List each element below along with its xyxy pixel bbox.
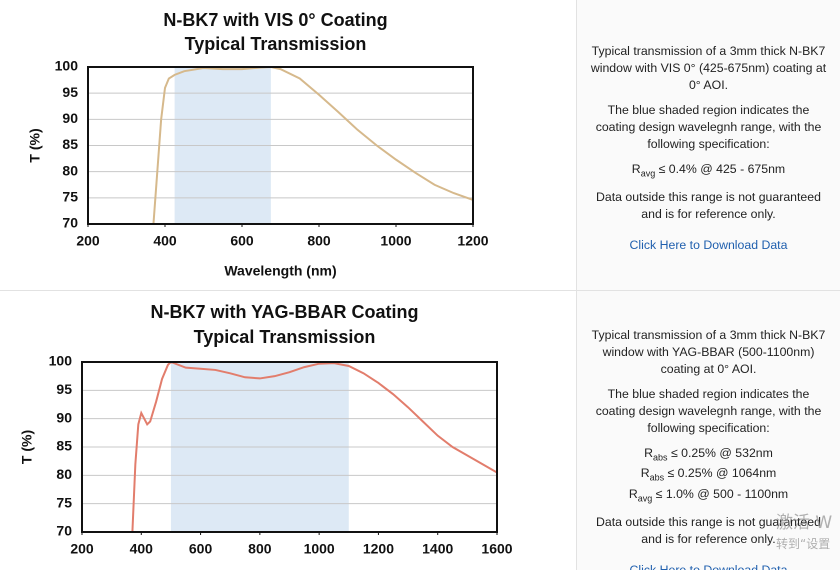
y-tick-label: 75 [56,494,72,510]
spec-text: ≤ 0.25% @ 532nm [670,446,773,460]
watermark: 转到“设置 [776,537,831,551]
spec-line: Ravg ≤ 1.0% @ 500 - 1100nm [587,486,830,506]
intro-text: Typical transmission of a 3mm thick N-BK… [590,44,827,92]
x-tick-label: 1400 [422,541,453,557]
intro-text: Typical transmission of a 3mm thick N-BK… [591,328,826,376]
x-tick-label: 600 [230,233,254,249]
chart-subtitle: Typical Transmission [194,327,376,347]
plot-frame [81,361,498,533]
x-tick-label: 400 [130,541,154,557]
spec-text: ≤ 1.0% @ 500 - 1100nm [655,486,789,501]
spec-text: ≤ 0.25% @ 1064nm [667,466,777,481]
y-tick-label: 70 [62,215,78,231]
x-tick-label: 1000 [304,541,335,557]
x-tick-label: 400 [153,233,177,249]
x-tick-label: 600 [189,541,213,557]
y-tick-label: 95 [56,381,72,397]
y-tick-label: 95 [62,84,78,100]
chart-subtitle: Typical Transmission [185,34,367,54]
x-tick-label: 200 [70,541,94,557]
spec-subscript: abs [653,452,668,463]
plot-frame [87,66,474,225]
shaded-note: The blue shaded region indicates the coa… [595,387,822,435]
x-tick-label: 800 [248,541,272,557]
chart-title: N-BK7 with VIS 0° Coating [163,10,387,30]
spec-subscript: abs [649,472,665,483]
shaded-note: The blue shaded region indicates the coa… [595,103,822,151]
y-tick-label: 75 [62,189,78,205]
spec-line: Rabs ≤ 0.25% @ 532nm [587,445,830,465]
y-tick-label: 70 [56,523,72,539]
info-panel: Typical transmission of a 3mm thick N-BK… [576,0,840,290]
x-tick-label: 1200 [363,541,394,557]
spec-symbol: R [640,466,650,481]
y-tick-label: 100 [55,58,79,74]
charts: N-BK7 with VIS 0° Coating Typical Transmi… [19,10,513,557]
y-tick-label: 80 [62,162,78,178]
download-link[interactable]: Click Here to Download Data [630,562,788,570]
y-tick-label: 100 [49,353,73,369]
x-tick-label: 1600 [481,541,512,557]
disclaimer: Data outside this range is not guarantee… [596,515,821,547]
spec-symbol: R [631,162,641,176]
spec-symbol: R [628,486,638,501]
spec-text: ≤ 0.4% @ 425 - 675nm [658,162,786,176]
watermark: 激活 W [776,513,833,533]
spec-subscript: avg [637,493,653,504]
spec-line: Rabs ≤ 0.25% @ 1064nm [587,465,830,485]
x-tick-label: 800 [307,233,331,249]
x-tick-label: 1200 [457,233,488,249]
spec-subscript: avg [640,168,656,179]
spec-symbol: R [644,446,653,460]
disclaimer: Data outside this range is not guarantee… [596,190,821,222]
x-axis-label: Wavelength (nm) [224,263,336,279]
info-panel: Typical transmission of a 3mm thick N-BK… [576,291,840,570]
y-axis-label: T (%) [27,128,43,162]
spec-line: Ravg ≤ 0.4% @ 425 - 675nm [587,161,830,181]
y-tick-label: 80 [56,466,72,482]
y-tick-label: 85 [62,136,78,152]
download-link[interactable]: Click Here to Download Data [629,238,788,253]
divider [0,290,840,291]
data-line [131,361,497,532]
x-tick-label: 1000 [380,233,411,249]
y-tick-label: 85 [56,438,72,454]
chart-title: N-BK7 with YAG-BBAR Coating [150,302,418,322]
x-tick-label: 200 [76,233,100,249]
y-axis-label: T (%) [19,430,35,464]
y-tick-label: 90 [62,110,78,126]
y-tick-label: 90 [56,409,72,425]
plot-area [131,361,497,532]
